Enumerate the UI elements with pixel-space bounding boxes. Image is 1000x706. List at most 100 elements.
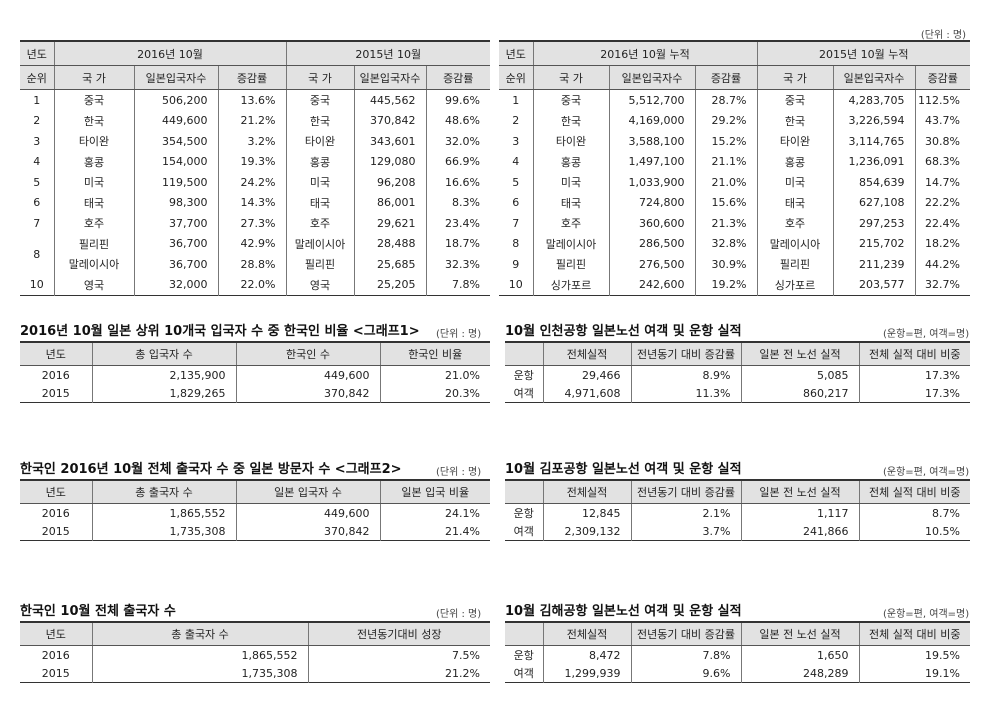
country-cell: 홍콩 <box>53 151 135 172</box>
column-header: 전년동기 대비 증감률 <box>630 622 742 646</box>
unit-label-main: (단위 : 명) <box>920 30 966 41</box>
column-header: 한국인 비율 <box>379 342 490 366</box>
arrivals-cell: 154,000 <box>133 151 219 172</box>
column-header: 총 출국자 수 <box>91 622 309 646</box>
rate-cell: 22.0% <box>217 274 287 296</box>
value-cell: 860,217 <box>740 384 860 403</box>
arrivals-cell: 3,114,765 <box>832 131 916 152</box>
value-cell: 9.6% <box>630 664 742 683</box>
rate-cell: 112.5% <box>914 89 970 111</box>
korean-departures-title: 한국인 10월 전체 출국자 수 <box>20 604 176 619</box>
country-cell: 태국 <box>285 192 355 213</box>
period-a-header: 2016년 10월 <box>53 41 287 66</box>
arrivals-cell: 286,500 <box>608 233 696 254</box>
row-label-cell: 운항 <box>505 645 544 664</box>
rate-cell: 21.2% <box>217 110 287 131</box>
rank-cell: 5 <box>20 172 55 193</box>
row-label-cell: 2016 <box>20 503 93 522</box>
arrivals-cell: 4,169,000 <box>608 110 696 131</box>
country-header: 국 가 <box>285 65 355 90</box>
rank-cell: 7 <box>20 213 55 234</box>
rate-cell: 21.1% <box>694 151 758 172</box>
value-cell: 370,842 <box>235 522 381 541</box>
column-header: 일본 입국 비율 <box>379 480 490 504</box>
country-cell: 미국 <box>756 172 834 193</box>
arrivals-cell: 211,239 <box>832 254 916 275</box>
rate-header: 증감률 <box>217 65 287 90</box>
rank-cell: 1 <box>499 89 534 111</box>
country-cell: 중국 <box>285 89 355 111</box>
column-header: 전체실적 <box>542 480 632 504</box>
arrivals-header: 일본입국자수 <box>133 65 219 90</box>
table-row: 2015 1,735,308 21.2% <box>20 664 490 683</box>
rank-cell: 3 <box>20 131 55 152</box>
rate-cell: 24.2% <box>217 172 287 193</box>
right-cumulative-table: 년도 2016년 10월 누적 2015년 10월 누적 순위 국 가 일본입국… <box>499 40 970 296</box>
period-a-header: 2016년 10월 누적 <box>532 41 758 66</box>
arrivals-cell: 32,000 <box>133 274 219 296</box>
arrivals-cell: 36,700 <box>133 233 219 254</box>
rate-cell: 42.9% <box>217 233 287 254</box>
country-cell: 미국 <box>532 172 610 193</box>
incheon-title: 10월 인천공항 일본노선 여객 및 운항 실적 <box>505 324 742 339</box>
arrivals-cell: 297,253 <box>832 213 916 234</box>
row-label-cell: 2015 <box>20 664 93 683</box>
table-row: 운항 29,466 8.9% 5,085 17.3% <box>505 365 970 384</box>
arrivals-cell: 370,842 <box>353 110 427 131</box>
rate-cell: 32.7% <box>914 274 970 296</box>
header-row: 년도 총 입국자 수 한국인 수 한국인 비율 <box>20 342 490 366</box>
value-cell: 8,472 <box>542 645 632 664</box>
country-cell: 홍콩 <box>285 151 355 172</box>
rate-cell: 18.2% <box>914 233 970 254</box>
arrivals-cell: 129,080 <box>353 151 427 172</box>
column-header: 전체실적 <box>542 622 632 646</box>
column-header: 년도 <box>20 342 93 366</box>
row-label-cell: 2015 <box>20 384 93 403</box>
korean-ratio-table: 년도 총 입국자 수 한국인 수 한국인 비율 2016 2,135,900 449,600… <box>20 341 490 403</box>
arrivals-cell: 449,600 <box>133 110 219 131</box>
value-cell: 449,600 <box>235 503 381 522</box>
left-arrivals-table: 년도 2016년 10월 2015년 10월 순위 국 가 일본입국자수 증감률… <box>20 40 490 296</box>
rate-cell: 68.3% <box>914 151 970 172</box>
arrivals-cell: 343,601 <box>353 131 427 152</box>
arrivals-cell: 119,500 <box>133 172 219 193</box>
country-cell: 타이완 <box>532 131 610 152</box>
rate-cell: 14.7% <box>914 172 970 193</box>
table-row: 2 한국 4,169,000 29.2% 한국 3,226,594 43.7% <box>499 110 970 131</box>
year-header: 년도 <box>499 41 534 66</box>
rank-cell: 2 <box>20 110 55 131</box>
value-cell: 248,289 <box>740 664 860 683</box>
table-row: 1 중국 5,512,700 28.7% 중국 4,283,705 112.5% <box>499 89 970 111</box>
arrivals-cell: 1,033,900 <box>608 172 696 193</box>
value-cell: 8.9% <box>630 365 742 384</box>
rate-header: 증감률 <box>914 65 970 90</box>
gimhae-table: 전체실적 전년동기 대비 증감률 일본 전 노선 실적 전체 실적 대비 비중 운항 8,… <box>505 621 970 683</box>
rate-cell: 19.3% <box>217 151 287 172</box>
arrivals-cell: 5,512,700 <box>608 89 696 111</box>
rate-cell: 3.2% <box>217 131 287 152</box>
table-row: 2015 1,735,308 370,842 21.4% <box>20 522 490 541</box>
rate-cell: 99.6% <box>425 89 490 111</box>
country-cell: 필리핀 <box>53 233 135 254</box>
arrivals-cell: 360,600 <box>608 213 696 234</box>
arrivals-header: 일본입국자수 <box>832 65 916 90</box>
arrivals-cell: 96,208 <box>353 172 427 193</box>
arrivals-cell: 276,500 <box>608 254 696 275</box>
rank-cell: 1 <box>20 89 55 111</box>
column-header: 전체 실적 대비 비중 <box>858 622 970 646</box>
arrivals-cell: 242,600 <box>608 274 696 296</box>
value-cell: 29,466 <box>542 365 632 384</box>
country-cell: 미국 <box>285 172 355 193</box>
value-cell: 3.7% <box>630 522 742 541</box>
row-label-cell: 운항 <box>505 365 544 384</box>
header-row: 전체실적 전년동기 대비 증감률 일본 전 노선 실적 전체 실적 대비 비중 <box>505 480 970 504</box>
column-header: 전체 실적 대비 비중 <box>858 342 970 366</box>
rate-cell: 18.7% <box>425 233 490 254</box>
value-cell: 21.2% <box>307 664 490 683</box>
value-cell: 4,971,608 <box>542 384 632 403</box>
rate-cell: 48.6% <box>425 110 490 131</box>
country-cell: 호주 <box>532 213 610 234</box>
table-row: 10 싱가포르 242,600 19.2% 싱가포르 203,577 32.7% <box>499 274 970 296</box>
rate-cell: 30.9% <box>694 254 758 275</box>
arrivals-cell: 3,588,100 <box>608 131 696 152</box>
